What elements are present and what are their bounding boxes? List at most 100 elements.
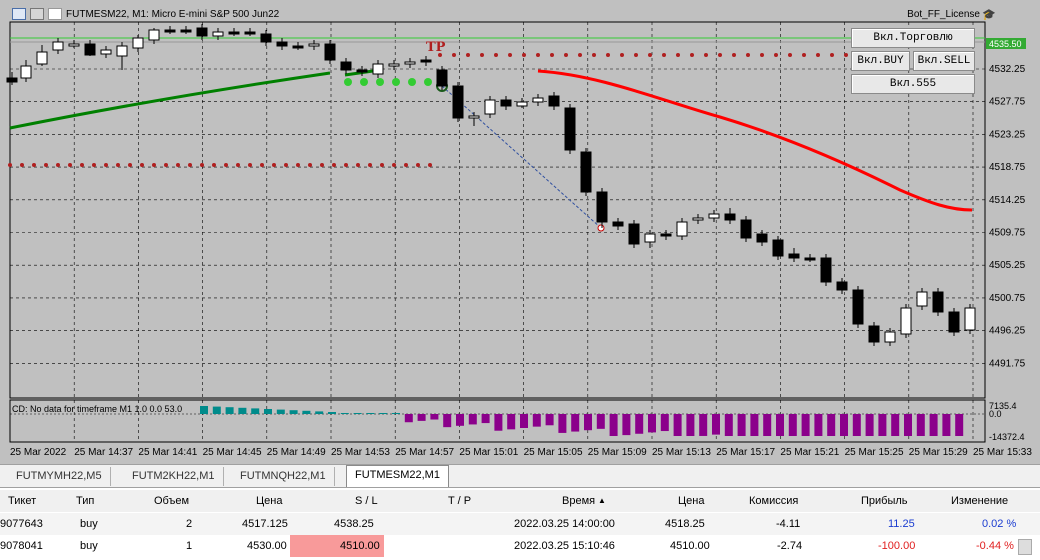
- candle-body: [740, 219, 752, 239]
- enable-sell-button[interactable]: Вкл.SELL: [913, 51, 975, 71]
- dot-red-lower: [344, 163, 348, 167]
- enable-trading-button[interactable]: Вкл.Торговлю: [851, 28, 975, 48]
- enable-555-button[interactable]: Вкл.555: [851, 74, 975, 94]
- cell-sl: 4538.25: [334, 518, 374, 530]
- expert-advisor-label[interactable]: Bot_FF_License: [907, 9, 980, 20]
- candle-body: [564, 107, 576, 151]
- chart-menu-icon[interactable]: [12, 8, 26, 20]
- dot-red-upper: [634, 53, 638, 57]
- tab-futm2kh22-m1[interactable]: FUTM2KH22,M1: [124, 467, 224, 486]
- sort-ascending-icon[interactable]: ▲: [598, 496, 606, 505]
- header-ticket[interactable]: Тикет: [8, 495, 37, 507]
- candle-body: [324, 43, 336, 61]
- indicator-bar: [955, 414, 964, 436]
- header-volume[interactable]: Объем: [154, 495, 190, 507]
- dot-red-upper: [830, 53, 834, 57]
- candle-body: [484, 99, 496, 115]
- time-axis-label: 25 Mar 15:21: [780, 447, 839, 458]
- time-axis-label: 25 Mar 15:09: [588, 447, 647, 458]
- table-row[interactable]: 9077643 buy 2 4517.125 4538.25 2022.03.2…: [0, 513, 1040, 535]
- header-price[interactable]: Цена: [256, 495, 283, 507]
- dot-red-lower: [212, 163, 216, 167]
- candle-body: [260, 33, 272, 43]
- candle-body: [372, 63, 384, 75]
- chart-window[interactable]: 4532.25 4527.75 4523.25 4518.75 4514.25 4509.…: [0, 0, 1040, 464]
- dot-red-upper: [508, 53, 512, 57]
- dot-red-upper: [844, 53, 848, 57]
- dot-red-lower: [356, 163, 360, 167]
- dot-red-lower: [236, 163, 240, 167]
- cell-change: 0.02 %: [982, 518, 1017, 530]
- indicator-bar: [571, 414, 580, 432]
- dot-red-lower: [104, 163, 108, 167]
- dot-red-lower: [140, 163, 144, 167]
- header-profit[interactable]: Прибыль: [861, 495, 908, 507]
- tab-futmymh22-m5[interactable]: FUTMYMH22,M5: [8, 467, 111, 486]
- candle-body: [708, 213, 720, 219]
- indicator-bar: [750, 414, 759, 436]
- price-axis-label: 4496.25: [989, 326, 1026, 337]
- indicator-bar: [840, 414, 848, 436]
- one-click-trading-icon[interactable]: [30, 8, 44, 20]
- candle-body: [772, 239, 784, 257]
- header-time[interactable]: Время: [562, 495, 596, 507]
- indicator-high-label: 7135.4: [989, 401, 1017, 411]
- dot-red-lower: [296, 163, 300, 167]
- dot-red-lower: [56, 163, 60, 167]
- candle-body: [356, 69, 368, 73]
- time-axis-label: 25 Mar 15:17: [716, 447, 775, 458]
- cell-type: buy: [80, 540, 98, 552]
- time-axis-label: 25 Mar 14:41: [138, 447, 197, 458]
- tab-futmnqh22-m1[interactable]: FUTMNQH22,M1: [232, 467, 335, 486]
- header-current-price[interactable]: Цена: [678, 495, 705, 507]
- dot-green: [360, 78, 368, 86]
- candle-body: [884, 331, 896, 343]
- current-price-label: 4535.50: [989, 39, 1022, 49]
- indicator-bar: [417, 414, 426, 421]
- indicator-bar: [686, 414, 695, 436]
- dot-red-upper: [620, 53, 624, 57]
- cell-profit: 11.25: [888, 518, 915, 530]
- header-sl[interactable]: S / L: [355, 495, 378, 507]
- chart-icon[interactable]: [48, 8, 62, 20]
- candle-body: [612, 221, 624, 227]
- indicator-bar: [673, 414, 682, 436]
- cell-time: 2022.03.25 15:10:46: [514, 540, 615, 552]
- indicator-bar: [635, 414, 644, 434]
- indicator-bar: [609, 414, 618, 436]
- indicator-bar: [430, 414, 439, 420]
- candle-body: [900, 307, 912, 335]
- time-axis-label: 25 Mar 2022: [10, 447, 67, 458]
- candle-body: [180, 29, 192, 33]
- expert-advisor-cap-icon[interactable]: 🎓: [982, 9, 996, 21]
- price-axis-label: 4527.75: [989, 97, 1026, 108]
- enable-buy-button[interactable]: Вкл.BUY: [851, 51, 910, 71]
- indicator-bar: [328, 412, 336, 414]
- candle-body: [244, 31, 256, 35]
- indicator-bar: [520, 414, 528, 428]
- dot-red-lower: [248, 163, 252, 167]
- header-commission[interactable]: Комиссия: [749, 495, 799, 507]
- table-row[interactable]: 9078041 buy 1 4530.00 4510.00 2022.03.25…: [0, 535, 1040, 557]
- dot-red-upper: [480, 53, 484, 57]
- header-type[interactable]: Тип: [76, 495, 95, 507]
- dot-red-upper: [564, 53, 568, 57]
- current-price-marker: [986, 38, 1026, 49]
- time-axis-label: 25 Mar 15:33: [973, 447, 1032, 458]
- indicator-bar: [200, 406, 208, 414]
- price-chart[interactable]: 4532.25 4527.75 4523.25 4518.75 4514.25 4509.…: [0, 0, 1040, 464]
- candle-body: [212, 31, 224, 37]
- header-change[interactable]: Изменение: [951, 495, 1009, 507]
- dot-red-lower: [80, 163, 84, 167]
- indicator-bar: [942, 414, 951, 436]
- dot-green: [408, 78, 416, 86]
- main-plot-border: [9, 21, 986, 399]
- candle-body: [420, 59, 432, 63]
- scrollbar[interactable]: [1018, 539, 1032, 555]
- candle-body: [308, 43, 320, 47]
- candle-body: [820, 257, 832, 283]
- indicator-bar: [712, 414, 720, 435]
- tab-futmesm22-m1[interactable]: FUTMESM22,M1: [346, 465, 449, 487]
- header-tp[interactable]: T / P: [448, 495, 472, 507]
- candle-body: [932, 291, 944, 313]
